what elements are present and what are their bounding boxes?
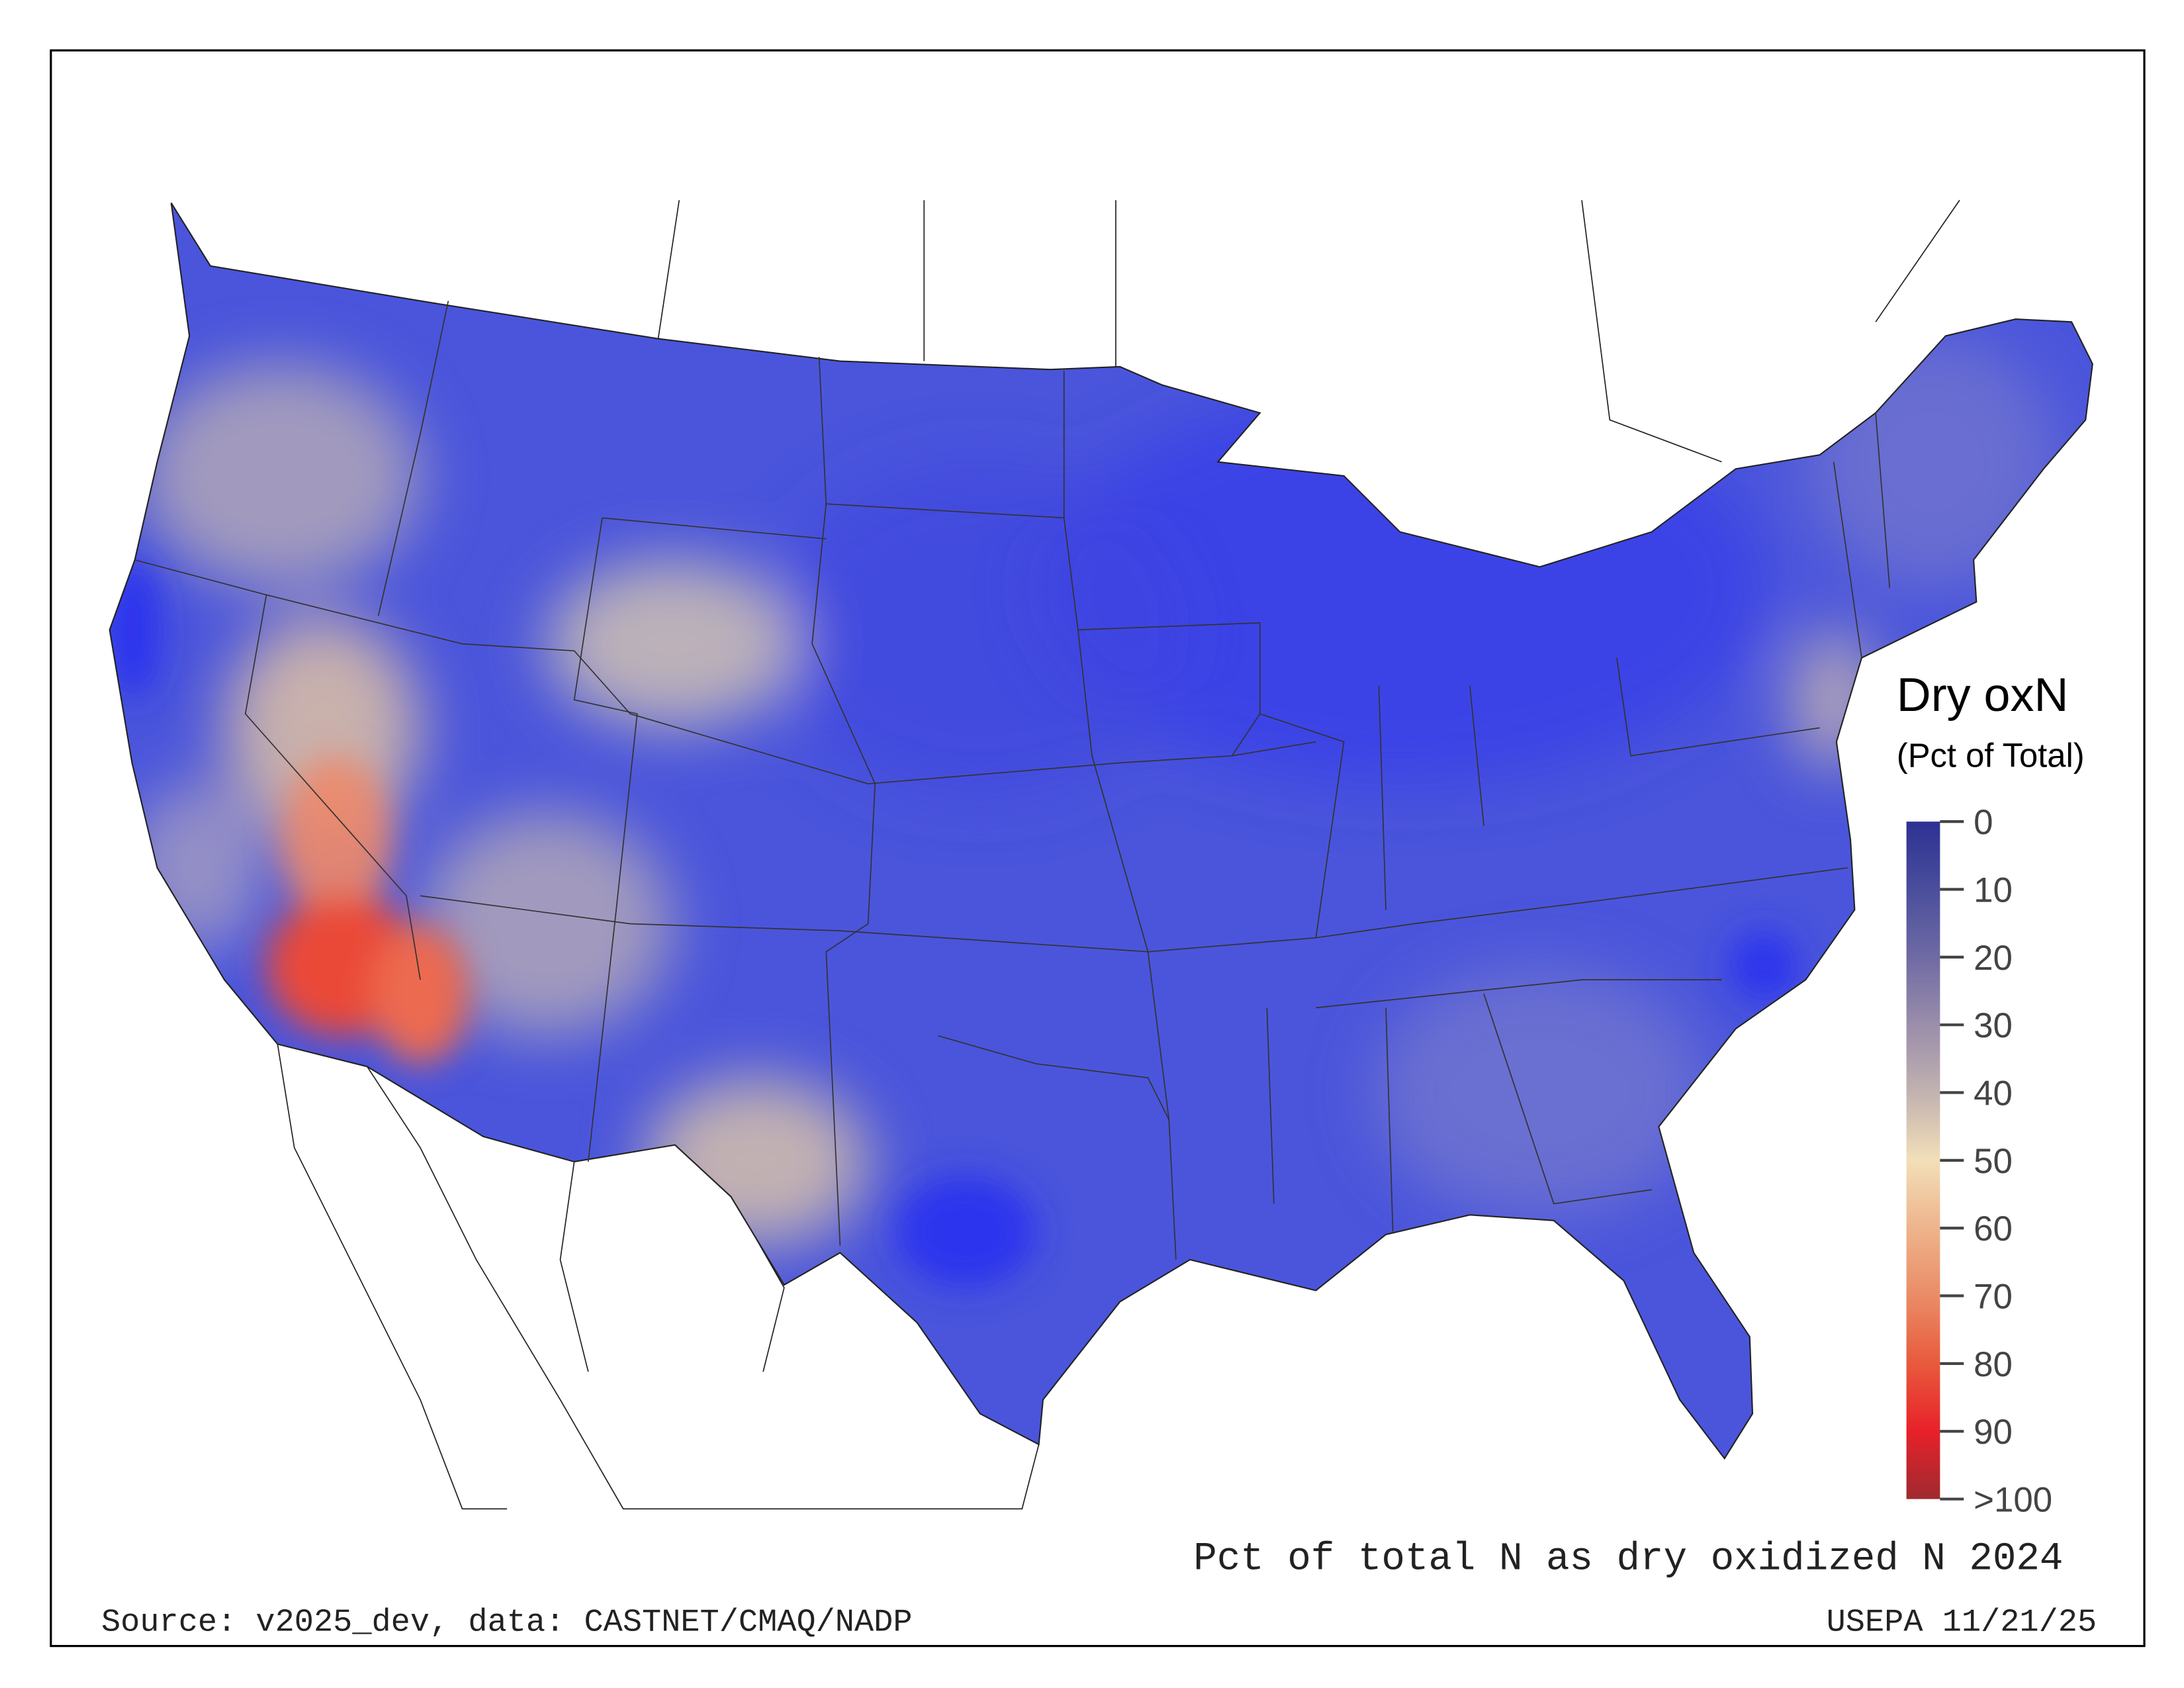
- colorbar: [1906, 821, 1940, 1499]
- colorbar-tick-label: 20: [1974, 939, 2013, 978]
- legend-subtitle: (Pct of Total): [1897, 737, 2085, 774]
- colorbar-tick-label: 70: [1974, 1278, 2013, 1317]
- colorbar-tick-label: 10: [1974, 871, 2013, 910]
- legend: Dry oxN (Pct of Total) 0 10 20 30 40 50 60 70 80…: [1897, 669, 2085, 1519]
- colorbar-tick-label: 0: [1974, 803, 1993, 842]
- colorbar-tick-label: 50: [1974, 1142, 2013, 1181]
- colorbar-tick-label: 60: [1974, 1209, 2013, 1248]
- colorbar-tick-label: 40: [1974, 1074, 2013, 1113]
- credit-text: USEPA 11/21/25: [1827, 1604, 2097, 1640]
- colorbar-tick-label: >100: [1974, 1481, 2052, 1520]
- state-boundaries: [109, 202, 2093, 1460]
- colorbar-tick-label: 30: [1974, 1006, 2013, 1045]
- canada-mexico-outlines: [277, 199, 1960, 1510]
- map-title: Pct of total N as dry oxidized N 2024: [1193, 1536, 2063, 1581]
- colorbar-tick-label: 80: [1974, 1345, 2013, 1384]
- source-text: Source: v2025_dev, data: CASTNET/CMAQ/NA…: [101, 1604, 913, 1640]
- colorbar-tick-label: 90: [1974, 1413, 2013, 1452]
- legend-title: Dry oxN: [1897, 669, 2069, 722]
